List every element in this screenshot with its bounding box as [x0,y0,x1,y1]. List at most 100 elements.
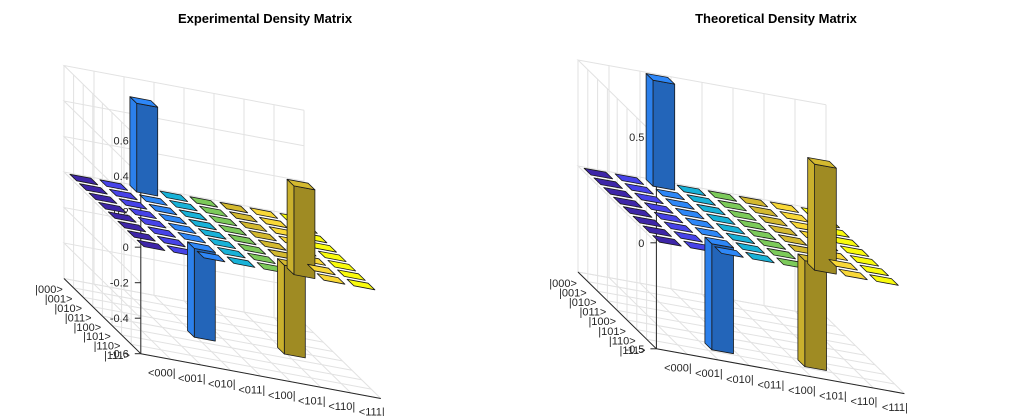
bar-r1-c5 [229,211,258,223]
bar-r7-c5 [286,178,316,280]
bar-r2-c5 [238,220,268,232]
bar-r3-c1 [644,202,674,214]
row-tick-label: |011> [65,312,92,324]
bar-r7-c6 [838,268,868,281]
theoretical-density-chart: Theoretical Density Matrix -0.5 0 0.5 |000>… [549,11,908,414]
bar-r6-c2 [187,241,216,342]
bar-r0-c3 [676,184,707,197]
bar-r6-c2 [704,236,734,355]
bars [583,73,899,371]
bar-r1-c3 [169,199,198,212]
bar-r4-c5 [257,239,287,251]
row-tick-label: |011> [579,307,606,319]
bar-r4-c1 [653,211,684,224]
bar-r3-c2 [675,207,705,220]
bar-r7-c0 [652,235,682,247]
col-tick-label: <111| [359,407,385,416]
row-tick-label: |111> [104,350,130,362]
bar-r1-c6 [259,216,288,229]
bar-r4-c7 [317,250,347,263]
z-tick-label: -0.6 [110,349,129,361]
bar-r4-c4 [746,228,777,241]
bar-r0-c5 [219,201,249,214]
col-tick-label: <110| [328,401,355,413]
bar-r6-c1 [673,231,703,243]
row-tick-label: |000> [549,278,577,290]
bar-r4-c2 [167,222,197,235]
row-tick-label: |101> [598,326,626,338]
col-tick-label: <100| [788,385,816,397]
experimental-density-chart: Experimental Density Matrix -0.6 -0.4 -0.2… [35,11,385,416]
bar-r7-c3 [745,251,775,264]
bar-r5-c7 [849,255,880,267]
bar-r2-c2 [148,203,178,216]
col-tick-label: <000| [148,368,176,380]
col-tick-label: <111| [882,402,908,414]
bar-r0-c6 [769,201,800,213]
bar-r2-c0 [603,187,633,199]
bar-r2-c4 [208,215,238,227]
bar-r5-c4 [756,238,787,250]
row-axis-ticks: |000>|001>|010>|011>|100>|101>|110>|111> [35,284,130,362]
bar-r5-c7 [327,259,357,272]
bar-r6-c6 [828,259,858,271]
bar-r4-c5 [777,234,808,246]
bar-r2-c3 [696,203,726,216]
bar-r1-c4 [199,205,228,218]
bar-r1-c1 [109,188,138,201]
z-tick-label: 0 [123,242,129,254]
bar-r1-c2 [655,188,685,201]
col-tick-label: <100| [268,390,296,402]
bar-r4-c4 [227,233,257,246]
z-axis-ticks: -0.5 0 0.5 [625,132,657,356]
row-tick-label: |001> [559,287,587,299]
bar-r6-c0 [127,230,156,242]
bar-r1-c6 [779,211,809,223]
bar-r3-c0 [613,196,643,209]
bar-r6-c5 [797,253,827,371]
z-tick-label: -0.4 [110,313,129,325]
col-tick-label: <110| [850,396,877,408]
bar-r1-c0 [79,183,108,195]
bar-r3-c0 [98,201,127,214]
row-tick-label: |101> [83,331,111,343]
bar-r1-c3 [686,194,716,206]
bar-r6-c4 [766,247,796,260]
row-tick-label: |100> [588,316,616,328]
bar-r3-c1 [128,207,157,220]
bar-r3-c3 [188,218,217,231]
col-tick-label: <000| [664,363,692,375]
bar-r4-c3 [715,223,746,235]
bar-r0-c4 [189,196,219,208]
bar-r6-c3 [735,242,765,254]
bar-r1-c1 [624,183,654,195]
row-tick-label: |111> [619,345,645,357]
col-axis-ticks: <000| <001| <010| <011| <100| <101| <110| <111| [664,363,908,414]
bar-r3-c4 [737,219,767,231]
bar-r7-c7 [869,274,899,286]
col-tick-label: <001| [178,373,206,385]
bar-r4-c1 [137,216,167,229]
bar-r1-c4 [717,199,747,212]
bar-r0-c5 [738,195,769,208]
col-tick-label: <101| [819,391,847,403]
bar-r7-c2 [714,246,744,258]
chart-title: Experimental Density Matrix [178,11,353,26]
z-tick-label: 0.5 [629,132,644,144]
chart-title: Theoretical Density Matrix [695,11,858,26]
bars [69,96,376,359]
z-tick-label: 0.6 [114,136,129,148]
col-tick-label: <101| [298,396,326,408]
bar-r6-c7 [337,269,366,281]
bar-r2-c3 [178,209,208,221]
bar-r5-c4 [237,243,267,255]
bar-r6-c3 [217,246,246,259]
z-tick-label: 0.4 [114,171,129,183]
row-tick-label: |110> [94,341,121,353]
bar-r2-c2 [665,198,695,210]
bar-r3-c2 [158,213,187,225]
bar-r2-c1 [634,192,664,205]
bar-r3-c4 [218,224,247,236]
bar-r5-c3 [207,237,237,250]
